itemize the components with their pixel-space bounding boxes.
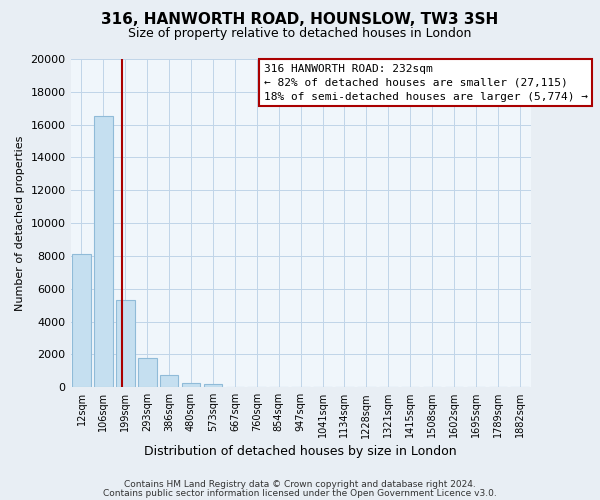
Text: Contains public sector information licensed under the Open Government Licence v3: Contains public sector information licen… (103, 488, 497, 498)
Bar (94, 116, 113, 387)
Bar (182, 382, 200, 387)
X-axis label: Distribution of detached houses by size in London: Distribution of detached houses by size … (145, 444, 457, 458)
Bar (203, 384, 222, 387)
Bar (160, 375, 178, 387)
Bar (138, 358, 157, 387)
Text: Size of property relative to detached houses in London: Size of property relative to detached ho… (128, 28, 472, 40)
Text: Contains HM Land Registry data © Crown copyright and database right 2024.: Contains HM Land Registry data © Crown c… (124, 480, 476, 489)
Y-axis label: Number of detached properties: Number of detached properties (15, 136, 25, 311)
Text: 316 HANWORTH ROAD: 232sqm
← 82% of detached houses are smaller (27,115)
18% of s: 316 HANWORTH ROAD: 232sqm ← 82% of detac… (264, 64, 588, 102)
Text: 316, HANWORTH ROAD, HOUNSLOW, TW3 3SH: 316, HANWORTH ROAD, HOUNSLOW, TW3 3SH (101, 12, 499, 28)
Bar (72, 254, 91, 387)
Bar (116, 300, 134, 387)
